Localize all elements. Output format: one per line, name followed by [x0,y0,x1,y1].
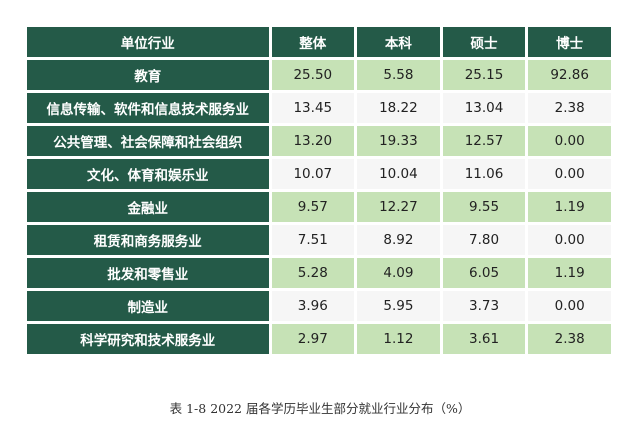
cell-doctor: 1.19 [528,258,611,288]
row-industry: 批发和零售业 [27,258,269,288]
row-industry: 科学研究和技术服务业 [27,324,269,354]
row-industry: 文化、体育和娱乐业 [27,159,269,189]
cell-doctor: 2.38 [528,93,611,123]
cell-overall: 5.28 [271,258,355,288]
cell-doctor: 0.00 [528,291,611,321]
cell-overall: 13.45 [271,93,355,123]
header-overall: 整体 [271,27,355,57]
cell-master: 3.73 [442,291,526,321]
cell-bachelor: 18.22 [357,93,440,123]
table-row: 教育 25.50 5.58 25.15 92.86 [27,60,611,90]
cell-master: 6.05 [442,258,526,288]
table-row: 文化、体育和娱乐业 10.07 10.04 11.06 0.00 [27,159,611,189]
cell-bachelor: 19.33 [357,126,440,156]
cell-overall: 25.50 [271,60,355,90]
row-industry: 租赁和商务服务业 [27,225,269,255]
row-industry: 制造业 [27,291,269,321]
cell-master: 25.15 [442,60,526,90]
cell-overall: 13.20 [271,126,355,156]
cell-overall: 10.07 [271,159,355,189]
cell-master: 12.57 [442,126,526,156]
table-row: 制造业 3.96 5.95 3.73 0.00 [27,291,611,321]
row-industry: 教育 [27,60,269,90]
header-master: 硕士 [442,27,526,57]
table-row: 租赁和商务服务业 7.51 8.92 7.80 0.00 [27,225,611,255]
table-row: 科学研究和技术服务业 2.97 1.12 3.61 2.38 [27,324,611,354]
cell-overall: 7.51 [271,225,355,255]
cell-doctor: 0.00 [528,126,611,156]
industry-distribution-table: 单位行业 整体 本科 硕士 博士 教育 25.50 5.58 25.15 92.… [24,24,614,357]
cell-bachelor: 5.58 [357,60,440,90]
header-industry: 单位行业 [27,27,269,57]
row-industry: 信息传输、软件和信息技术服务业 [27,93,269,123]
row-industry: 公共管理、社会保障和社会组织 [27,126,269,156]
table-row: 公共管理、社会保障和社会组织 13.20 19.33 12.57 0.00 [27,126,611,156]
cell-doctor: 1.19 [528,192,611,222]
table-caption: 表 1-8 2022 届各学历毕业生部分就业行业分布（%） [169,401,471,416]
cell-doctor: 0.00 [528,159,611,189]
cell-master: 9.55 [442,192,526,222]
cell-doctor: 2.38 [528,324,611,354]
header-bachelor: 本科 [357,27,440,57]
cell-doctor: 0.00 [528,225,611,255]
cell-bachelor: 4.09 [357,258,440,288]
table-body: 教育 25.50 5.58 25.15 92.86 信息传输、软件和信息技术服务… [27,60,611,354]
cell-bachelor: 1.12 [357,324,440,354]
cell-bachelor: 5.95 [357,291,440,321]
cell-overall: 3.96 [271,291,355,321]
table-row: 信息传输、软件和信息技术服务业 13.45 18.22 13.04 2.38 [27,93,611,123]
row-industry: 金融业 [27,192,269,222]
cell-overall: 2.97 [271,324,355,354]
header-doctor: 博士 [528,27,611,57]
table-row: 批发和零售业 5.28 4.09 6.05 1.19 [27,258,611,288]
cell-doctor: 92.86 [528,60,611,90]
cell-bachelor: 12.27 [357,192,440,222]
cell-bachelor: 10.04 [357,159,440,189]
cell-master: 13.04 [442,93,526,123]
cell-master: 7.80 [442,225,526,255]
cell-overall: 9.57 [271,192,355,222]
cell-bachelor: 8.92 [357,225,440,255]
table-row: 金融业 9.57 12.27 9.55 1.19 [27,192,611,222]
header-row: 单位行业 整体 本科 硕士 博士 [27,27,611,57]
cell-master: 11.06 [442,159,526,189]
cell-master: 3.61 [442,324,526,354]
